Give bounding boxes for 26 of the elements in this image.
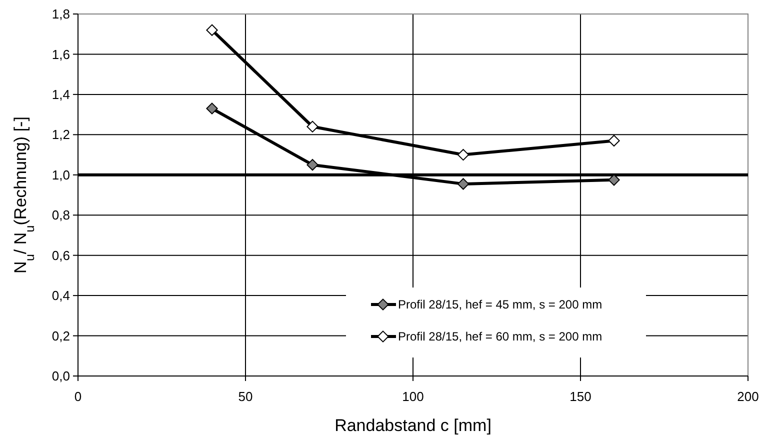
y-tick-label: 1,6 (52, 46, 70, 62)
y-tick-label: 1,2 (52, 127, 70, 142)
y-tick-label: 1,4 (52, 86, 70, 102)
point (206, 24, 218, 36)
x-axis-title: Randabstand c [mm] (334, 416, 492, 435)
point (457, 178, 470, 190)
y-tick-label: 0,0 (52, 368, 70, 384)
y-tick-label: 0,2 (52, 328, 70, 344)
y-tick-label: 1,8 (52, 6, 70, 22)
y-tick-label: 0,4 (52, 288, 70, 304)
point (608, 174, 620, 186)
x-tick-label: 150 (570, 389, 592, 404)
x-tick-label: 200 (737, 389, 759, 404)
y-tick-label: 1,0 (52, 167, 70, 182)
legend-label: Profil 28/15, hef = 60 mm, s = 200 mm (398, 330, 602, 344)
point (306, 159, 318, 171)
point (306, 120, 318, 132)
x-tick-label: 50 (238, 389, 253, 404)
y-tick-label: 0,6 (52, 248, 70, 263)
point (206, 102, 218, 114)
point (608, 134, 620, 147)
y-tick-label: 0,8 (52, 208, 70, 223)
point (457, 148, 470, 161)
legend-label: Profil 28/15, hef = 45 mm, s = 200 mm (398, 298, 602, 312)
x-tick-label: 0 (74, 389, 82, 404)
x-tick-label: 100 (402, 389, 424, 404)
